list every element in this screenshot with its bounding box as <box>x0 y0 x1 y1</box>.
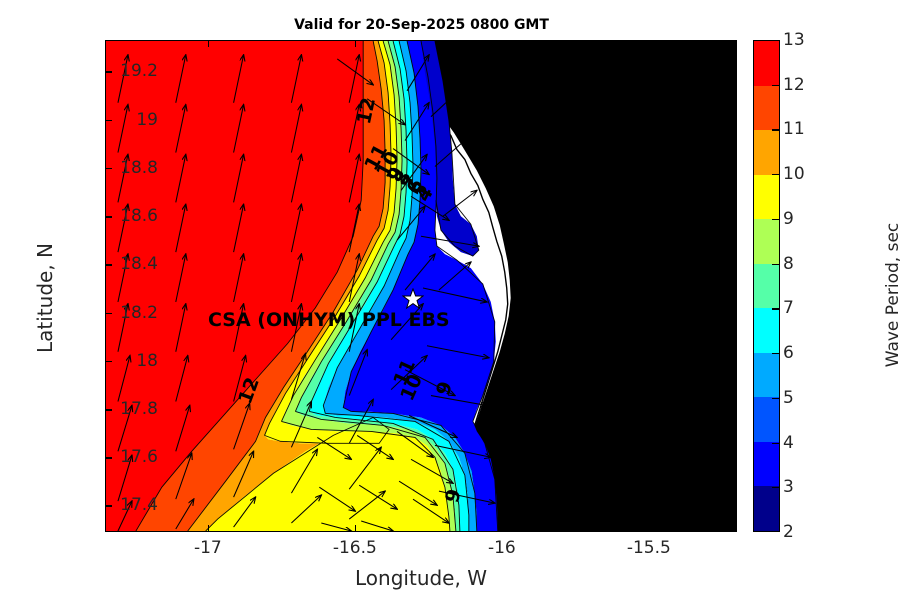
x-tick-mark <box>354 525 357 532</box>
y-tick-label: 17.8 <box>120 399 158 419</box>
wave-direction-vectors <box>117 55 495 531</box>
x-tick-label: -16 <box>487 538 516 558</box>
colorbar-tick-mark <box>772 308 780 310</box>
y-tick-label: 18.4 <box>120 254 158 275</box>
band-4-5 <box>343 41 498 531</box>
y-tick-mark-right <box>730 312 737 315</box>
colorbar-tick-mark <box>772 174 780 176</box>
colorbar[interactable] <box>753 40 780 532</box>
x-axis-label: Longitude, W <box>355 566 487 590</box>
colorbar-tick-label: 7 <box>783 298 794 319</box>
colorbar-tick-mark <box>772 442 780 444</box>
colorbar-tick-label: 12 <box>783 74 805 95</box>
y-tick-mark-right <box>730 216 737 218</box>
x-tick-mark-top <box>354 40 357 47</box>
map-plot-area[interactable] <box>105 40 737 532</box>
colorbar-tick-label: 5 <box>783 387 794 408</box>
y-tick-mark-right <box>730 360 737 363</box>
y-tick-mark <box>105 312 112 315</box>
colorbar-tick-mark <box>772 218 780 221</box>
y-tick-label: 18.8 <box>120 157 158 178</box>
y-tick-mark-right <box>730 409 737 411</box>
colorbar-band-2-3 <box>754 486 779 531</box>
colorbar-tick-label: 13 <box>783 30 805 50</box>
band-12-13 <box>106 41 364 531</box>
x-tick-mark <box>648 525 651 532</box>
x-tick-mark <box>207 525 210 532</box>
x-tick-label: -16.5 <box>332 538 377 558</box>
band-9-10 <box>205 41 450 531</box>
y-tick-mark-right <box>730 167 737 170</box>
contour-label: 12 <box>353 95 381 127</box>
y-tick-label: 17.6 <box>120 447 158 468</box>
colorbar-tick-label: 3 <box>783 477 794 498</box>
y-tick-mark <box>105 119 112 122</box>
y-tick-mark-right <box>730 457 737 459</box>
station-star-marker[interactable] <box>402 288 424 310</box>
y-tick-label: 19.2 <box>120 61 158 82</box>
colorbar-band-8-9 <box>754 219 779 264</box>
band-11-12 <box>135 41 386 531</box>
y-tick-mark-right <box>730 119 737 122</box>
y-tick-label: 19 <box>136 109 158 130</box>
y-axis-label: Latitude, N <box>33 243 57 353</box>
colorbar-band-12-13 <box>754 41 779 86</box>
colorbar-tick-label: 2 <box>783 522 794 542</box>
x-tick-mark-top <box>648 40 651 47</box>
x-tick-mark-top <box>207 40 210 47</box>
y-tick-mark <box>105 216 112 218</box>
y-tick-mark <box>105 360 112 363</box>
y-tick-label: 18.2 <box>120 302 158 323</box>
colorbar-tick-label: 8 <box>783 253 794 274</box>
band-10-11 <box>187 41 392 531</box>
colorbar-tick-mark <box>772 84 780 86</box>
y-tick-mark <box>105 409 112 411</box>
x-tick-label: -15.5 <box>626 538 671 558</box>
colorbar-band-4-5 <box>754 397 779 442</box>
colorbar-tick-mark <box>772 353 780 355</box>
colorbar-tick-label: 10 <box>783 164 805 185</box>
colorbar-tick-mark <box>772 129 780 131</box>
colorbar-label: Wave Period, sec <box>883 222 900 368</box>
y-tick-label: 18.6 <box>120 206 158 227</box>
colorbar-tick-mark <box>772 487 780 489</box>
colorbar-tick-mark <box>772 397 780 399</box>
x-tick-mark-top <box>501 40 504 47</box>
colorbar-band-6-7 <box>754 308 779 353</box>
colorbar-band-7-8 <box>754 263 779 309</box>
colorbar-tick-label: 9 <box>783 208 794 229</box>
y-tick-mark <box>105 264 112 266</box>
colorbar-band-9-10 <box>754 174 779 220</box>
y-tick-label: 18 <box>136 350 158 371</box>
colorbar-tick-label: 6 <box>783 343 794 364</box>
colorbar-tick-mark <box>772 263 780 265</box>
y-tick-label: 17.4 <box>120 495 158 516</box>
y-tick-mark <box>105 505 112 507</box>
y-tick-mark <box>105 71 112 73</box>
band-3-4 <box>421 41 479 257</box>
colorbar-band-3-4 <box>754 441 779 487</box>
colorbar-tick-label: 11 <box>783 119 805 140</box>
wave-period-map <box>106 41 736 531</box>
x-tick-label: -17 <box>193 538 222 558</box>
station-label: CSA (ONHYM) PPL EBS <box>208 309 450 331</box>
y-tick-mark-right <box>730 505 737 507</box>
colorbar-band-5-6 <box>754 352 779 398</box>
x-tick-mark <box>501 525 504 532</box>
colorbar-band-10-11 <box>754 130 779 175</box>
colorbar-band-11-12 <box>754 85 779 131</box>
page-title: Valid for 20-Sep-2025 0800 GMT <box>294 17 549 33</box>
y-tick-mark-right <box>730 264 737 266</box>
colorbar-tick-label: 4 <box>783 432 794 453</box>
y-tick-mark <box>105 167 112 170</box>
y-tick-mark-right <box>730 71 737 73</box>
y-tick-mark <box>105 457 112 459</box>
